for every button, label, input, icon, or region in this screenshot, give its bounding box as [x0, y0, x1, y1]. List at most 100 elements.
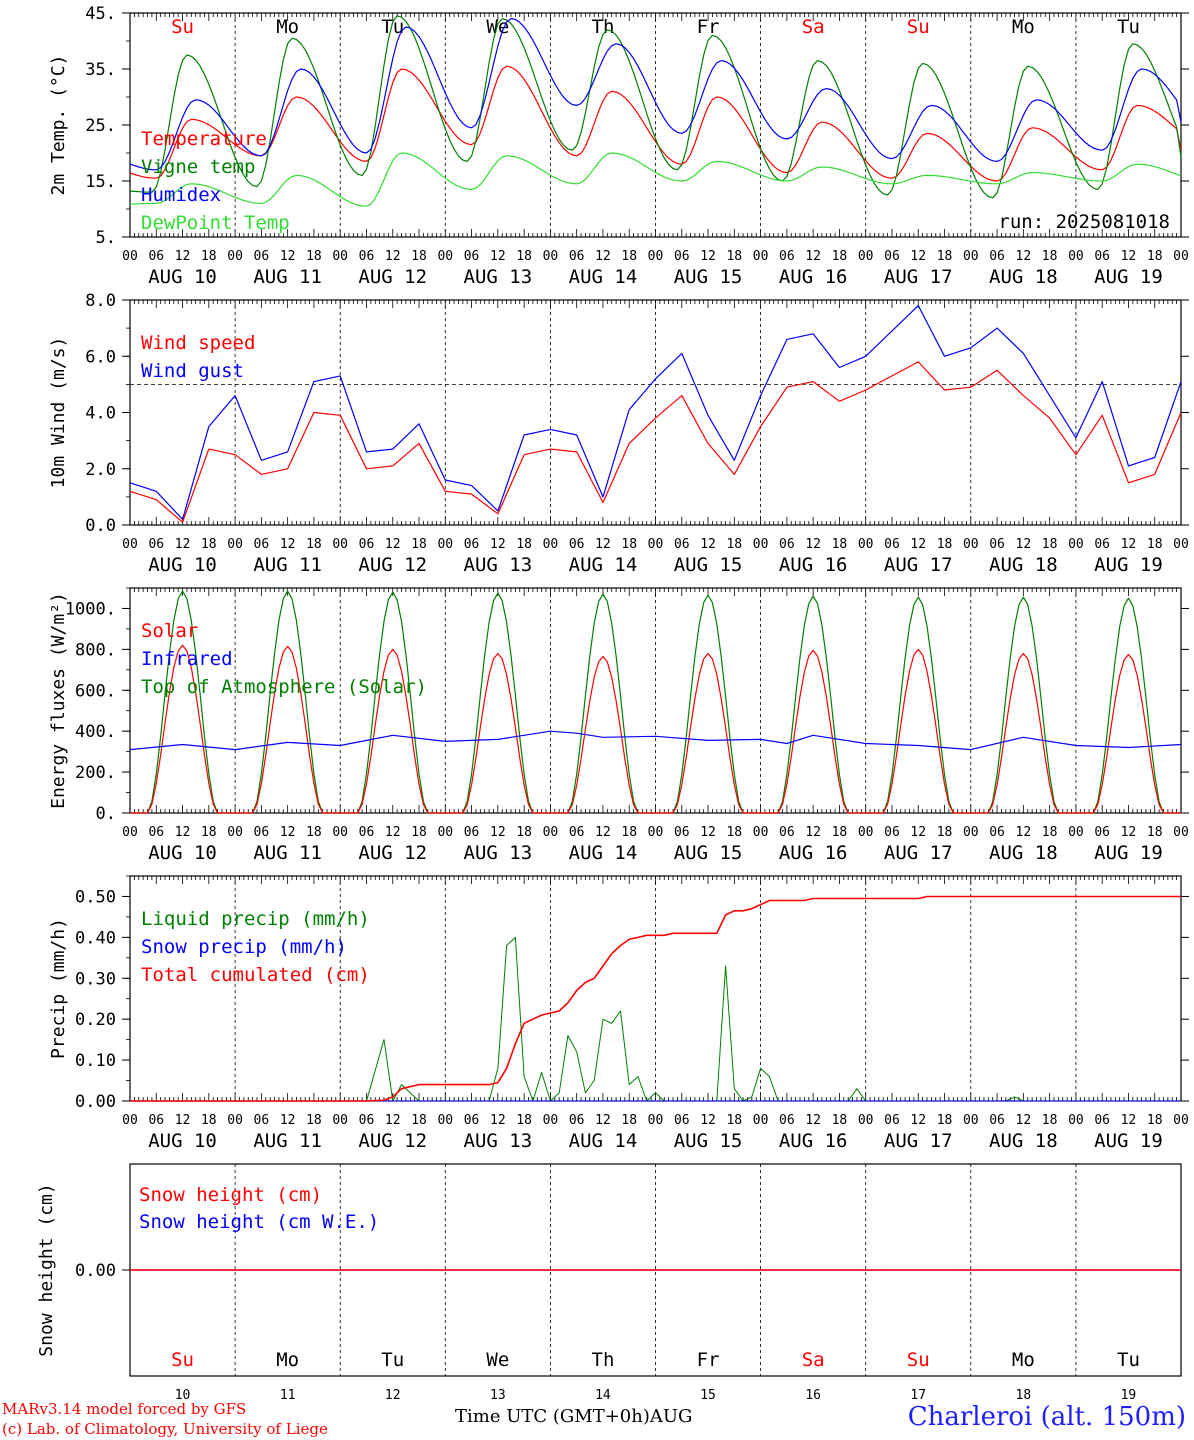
hour-tick-label: 18: [1147, 825, 1163, 840]
hour-tick-label: 00: [963, 249, 979, 264]
y-tick-label: 45.: [85, 4, 116, 24]
hour-tick-label: 00: [1173, 1113, 1189, 1128]
hour-tick-label: 06: [674, 1113, 690, 1128]
hour-tick-label: 12: [1121, 537, 1137, 552]
date-label: AUG 19: [1094, 266, 1163, 288]
hour-tick-label: 18: [1042, 1113, 1058, 1128]
hour-tick-label: 12: [385, 537, 401, 552]
weekday-label: Tu: [381, 16, 404, 38]
hour-tick-label: 12: [700, 249, 716, 264]
hour-tick-label: 18: [1147, 1113, 1163, 1128]
hour-tick-label: 18: [1147, 537, 1163, 552]
hour-tick-label: 00: [963, 825, 979, 840]
hour-tick-label: 12: [490, 537, 506, 552]
hour-tick-label: 18: [621, 825, 637, 840]
day-number-label: 19: [1121, 1388, 1137, 1403]
legend-entry: Snow height (cm W.E.): [139, 1211, 379, 1233]
hour-tick-label: 00: [648, 825, 664, 840]
y-axis-label: 2m Temp. (°C): [48, 55, 69, 196]
hour-tick-label: 06: [569, 537, 585, 552]
date-label: AUG 12: [358, 842, 427, 864]
weekday-label: Sa: [802, 16, 825, 38]
hour-tick-label: 00: [648, 1113, 664, 1128]
day-number-label: 14: [595, 1388, 611, 1403]
hour-tick-label: 12: [910, 1113, 926, 1128]
date-label: AUG 11: [253, 554, 322, 576]
hour-tick-label: 18: [201, 249, 217, 264]
y-tick-label: 2.0: [85, 460, 116, 480]
model-credit: MARv3.14 model forced by GFS: [2, 1400, 247, 1418]
y-tick-label: 4.0: [85, 404, 116, 424]
hour-tick-label: 12: [595, 537, 611, 552]
hour-tick-label: 18: [411, 825, 427, 840]
series-wind-speed: [129, 361, 1182, 523]
day-number-label: 18: [1016, 1388, 1032, 1403]
hour-tick-label: 06: [464, 825, 480, 840]
series-solar: [130, 644, 1181, 814]
legend-entry: DewPoint Temp: [141, 212, 290, 234]
y-tick-label: 0.0: [85, 516, 116, 536]
hour-tick-label: 18: [516, 537, 532, 552]
hour-tick-label: 06: [148, 825, 164, 840]
date-label: AUG 14: [569, 1130, 638, 1152]
hour-tick-label: 12: [175, 1113, 191, 1128]
weekday-label: Mo: [1012, 1349, 1035, 1371]
hour-tick-label: 12: [280, 1113, 296, 1128]
panel-frame: [129, 12, 1182, 238]
hour-tick-label: 06: [989, 249, 1005, 264]
hour-tick-label: 00: [1068, 537, 1084, 552]
y-tick-label: 800.: [75, 640, 116, 660]
y-tick-label: 400.: [75, 722, 116, 742]
weekday-label: Fr: [697, 1349, 720, 1371]
hour-tick-label: 06: [779, 825, 795, 840]
series-total-cumulated-cm-: [130, 895, 1181, 1102]
hour-tick-label: 18: [726, 537, 742, 552]
y-tick-label: 0.30: [75, 969, 116, 989]
date-label: AUG 13: [464, 1130, 533, 1152]
y-axis-label: 10m Wind (m/s): [48, 337, 69, 489]
hour-tick-label: 00: [543, 1113, 559, 1128]
day-number-label: 16: [805, 1388, 821, 1403]
date-label: AUG 12: [358, 266, 427, 288]
hour-tick-label: 18: [621, 1113, 637, 1128]
hour-tick-label: 12: [490, 249, 506, 264]
hour-tick-label: 12: [385, 825, 401, 840]
day-number-label: 10: [175, 1388, 191, 1403]
hour-tick-label: 00: [858, 249, 874, 264]
hour-tick-label: 18: [516, 249, 532, 264]
hour-tick-label: 18: [937, 249, 953, 264]
hour-tick-label: 12: [280, 537, 296, 552]
weekday-label: Tu: [1117, 16, 1140, 38]
hour-tick-label: 00: [227, 825, 243, 840]
hour-tick-label: 00: [753, 537, 769, 552]
date-label: AUG 14: [569, 554, 638, 576]
date-label: AUG 10: [148, 554, 217, 576]
hour-tick-label: 06: [569, 825, 585, 840]
hour-tick-label: 06: [884, 537, 900, 552]
legend-entry: Wind gust: [141, 360, 244, 382]
hour-tick-label: 06: [779, 1113, 795, 1128]
hour-tick-label: 18: [411, 1113, 427, 1128]
hour-tick-label: 00: [543, 825, 559, 840]
hour-tick-label: 12: [490, 825, 506, 840]
date-label: AUG 19: [1094, 1130, 1163, 1152]
y-tick-label: 25.: [85, 116, 116, 136]
series-humidex: [129, 18, 1182, 171]
hour-tick-label: 12: [175, 537, 191, 552]
hour-tick-label: 06: [884, 1113, 900, 1128]
hour-tick-label: 00: [122, 1113, 138, 1128]
hour-tick-label: 12: [385, 1113, 401, 1128]
y-tick-label: 8.0: [85, 291, 116, 311]
hour-tick-label: 18: [726, 1113, 742, 1128]
weekday-label: We: [486, 16, 509, 38]
hour-tick-label: 06: [254, 1113, 270, 1128]
hour-tick-label: 12: [910, 249, 926, 264]
date-label: AUG 15: [674, 266, 743, 288]
hour-tick-label: 12: [910, 537, 926, 552]
date-label: AUG 10: [148, 266, 217, 288]
hour-tick-label: 18: [411, 249, 427, 264]
hour-tick-label: 18: [937, 537, 953, 552]
hour-tick-label: 12: [805, 249, 821, 264]
y-tick-label: 0.20: [75, 1010, 116, 1030]
